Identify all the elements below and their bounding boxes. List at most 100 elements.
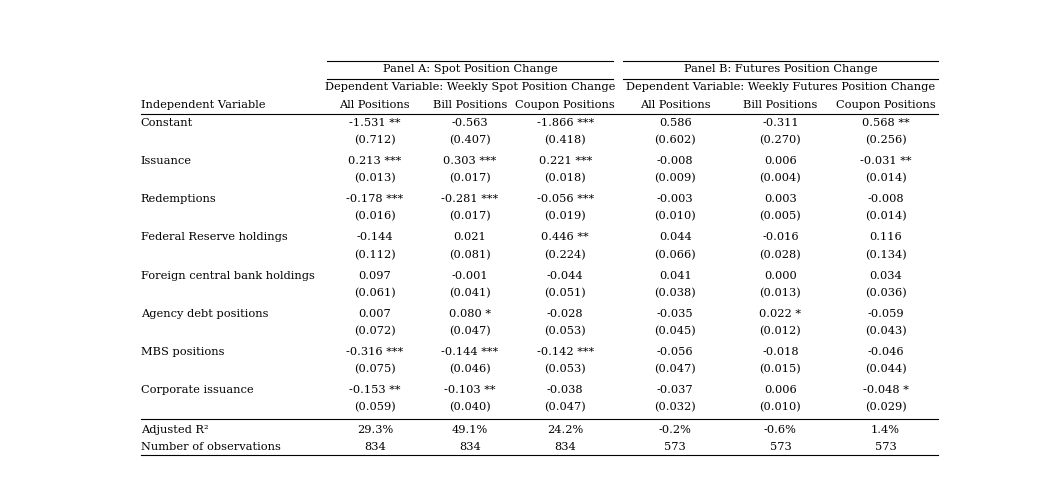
- Text: Panel A: Spot Position Change: Panel A: Spot Position Change: [382, 64, 557, 74]
- Text: (0.270): (0.270): [759, 135, 801, 145]
- Text: (0.036): (0.036): [865, 288, 907, 298]
- Text: 0.116: 0.116: [869, 232, 903, 243]
- Text: (0.066): (0.066): [654, 249, 696, 260]
- Text: -0.2%: -0.2%: [659, 425, 692, 434]
- Text: Bill Positions: Bill Positions: [432, 100, 507, 110]
- Text: (0.005): (0.005): [759, 211, 801, 222]
- Text: 573: 573: [770, 442, 792, 452]
- Text: (0.032): (0.032): [654, 402, 696, 413]
- Text: -0.153 **: -0.153 **: [349, 385, 401, 395]
- Text: (0.018): (0.018): [544, 173, 586, 184]
- Text: (0.043): (0.043): [865, 326, 907, 336]
- Text: (0.017): (0.017): [449, 211, 491, 222]
- Text: -0.001: -0.001: [451, 271, 488, 280]
- Text: Bill Positions: Bill Positions: [743, 100, 818, 110]
- Text: -0.281 ***: -0.281 ***: [442, 194, 498, 204]
- Text: (0.004): (0.004): [759, 173, 801, 184]
- Text: -0.028: -0.028: [547, 309, 583, 319]
- Text: 0.021: 0.021: [453, 232, 487, 243]
- Text: -0.059: -0.059: [867, 309, 904, 319]
- Text: Corporate issuance: Corporate issuance: [140, 385, 253, 395]
- Text: Dependent Variable: Weekly Spot Position Change: Dependent Variable: Weekly Spot Position…: [325, 82, 616, 92]
- Text: (0.046): (0.046): [449, 364, 491, 374]
- Text: 0.000: 0.000: [764, 271, 797, 280]
- Text: (0.010): (0.010): [654, 211, 696, 222]
- Text: (0.013): (0.013): [354, 173, 396, 184]
- Text: (0.014): (0.014): [865, 173, 907, 184]
- Text: -0.563: -0.563: [451, 118, 488, 128]
- Text: (0.256): (0.256): [865, 135, 907, 145]
- Text: All Positions: All Positions: [339, 100, 410, 110]
- Text: (0.017): (0.017): [449, 173, 491, 184]
- Text: (0.712): (0.712): [354, 135, 396, 145]
- Text: -0.046: -0.046: [867, 347, 904, 357]
- Text: 0.303 ***: 0.303 ***: [444, 156, 496, 166]
- Text: (0.047): (0.047): [449, 326, 491, 336]
- Text: 49.1%: 49.1%: [452, 425, 488, 434]
- Text: Federal Reserve holdings: Federal Reserve holdings: [140, 232, 287, 243]
- Text: Panel B: Futures Position Change: Panel B: Futures Position Change: [684, 64, 877, 74]
- Text: (0.112): (0.112): [354, 249, 396, 260]
- Text: 0.080 *: 0.080 *: [449, 309, 491, 319]
- Text: (0.053): (0.053): [544, 326, 586, 336]
- Text: MBS positions: MBS positions: [140, 347, 224, 357]
- Text: -0.178 ***: -0.178 ***: [347, 194, 403, 204]
- Text: 573: 573: [874, 442, 896, 452]
- Text: -0.035: -0.035: [656, 309, 693, 319]
- Text: 0.034: 0.034: [869, 271, 903, 280]
- Text: (0.051): (0.051): [544, 288, 586, 298]
- Text: -1.866 ***: -1.866 ***: [537, 118, 594, 128]
- Text: (0.014): (0.014): [865, 211, 907, 222]
- Text: -0.316 ***: -0.316 ***: [347, 347, 403, 357]
- Text: 0.044: 0.044: [659, 232, 692, 243]
- Text: Coupon Positions: Coupon Positions: [836, 100, 936, 110]
- Text: Independent Variable: Independent Variable: [140, 100, 265, 110]
- Text: Issuance: Issuance: [140, 156, 192, 166]
- Text: (0.038): (0.038): [654, 288, 696, 298]
- Text: 0.006: 0.006: [764, 385, 797, 395]
- Text: -0.144: -0.144: [357, 232, 394, 243]
- Text: -0.6%: -0.6%: [764, 425, 797, 434]
- Text: -0.008: -0.008: [867, 194, 904, 204]
- Text: 834: 834: [554, 442, 576, 452]
- Text: -0.003: -0.003: [656, 194, 693, 204]
- Text: 834: 834: [460, 442, 481, 452]
- Text: (0.013): (0.013): [759, 288, 801, 298]
- Text: 24.2%: 24.2%: [548, 425, 583, 434]
- Text: -1.531 **: -1.531 **: [349, 118, 401, 128]
- Text: (0.010): (0.010): [759, 402, 801, 413]
- Text: 0.568 **: 0.568 **: [862, 118, 910, 128]
- Text: (0.072): (0.072): [354, 326, 396, 336]
- Text: 0.221 ***: 0.221 ***: [538, 156, 592, 166]
- Text: (0.081): (0.081): [449, 249, 491, 260]
- Text: 0.213 ***: 0.213 ***: [349, 156, 401, 166]
- Text: (0.040): (0.040): [449, 402, 491, 413]
- Text: (0.045): (0.045): [654, 326, 696, 336]
- Text: 0.003: 0.003: [764, 194, 797, 204]
- Text: (0.053): (0.053): [544, 364, 586, 374]
- Text: Coupon Positions: Coupon Positions: [515, 100, 616, 110]
- Text: 0.041: 0.041: [659, 271, 692, 280]
- Text: (0.029): (0.029): [865, 402, 907, 413]
- Text: -0.008: -0.008: [656, 156, 693, 166]
- Text: 0.446 **: 0.446 **: [541, 232, 589, 243]
- Text: 1.4%: 1.4%: [871, 425, 900, 434]
- Text: 0.007: 0.007: [358, 309, 392, 319]
- Text: 29.3%: 29.3%: [357, 425, 393, 434]
- Text: (0.134): (0.134): [865, 249, 907, 260]
- Text: (0.044): (0.044): [865, 364, 907, 374]
- Text: -0.142 ***: -0.142 ***: [537, 347, 594, 357]
- Text: (0.041): (0.041): [449, 288, 491, 298]
- Text: (0.047): (0.047): [654, 364, 696, 374]
- Text: (0.224): (0.224): [544, 249, 586, 260]
- Text: (0.075): (0.075): [354, 364, 396, 374]
- Text: -0.016: -0.016: [762, 232, 799, 243]
- Text: (0.407): (0.407): [449, 135, 491, 145]
- Text: 0.022 *: 0.022 *: [759, 309, 801, 319]
- Text: -0.056: -0.056: [656, 347, 693, 357]
- Text: -0.031 **: -0.031 **: [860, 156, 911, 166]
- Text: 573: 573: [664, 442, 686, 452]
- Text: 0.097: 0.097: [358, 271, 392, 280]
- Text: 0.586: 0.586: [659, 118, 692, 128]
- Text: -0.103 **: -0.103 **: [444, 385, 496, 395]
